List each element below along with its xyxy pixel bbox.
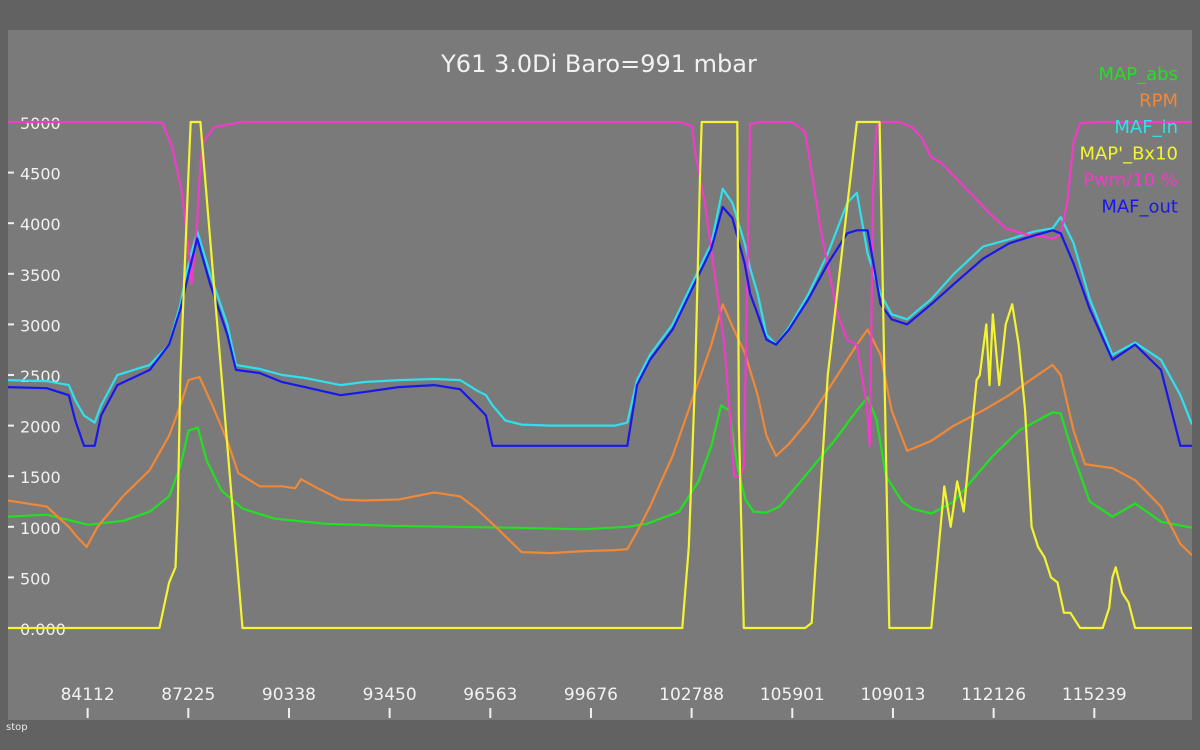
legend-item: MAP'_Bx10 <box>1079 144 1178 165</box>
y-tick-label: 2000 <box>20 418 61 437</box>
y-tick-label: 5000 <box>20 114 61 133</box>
y-tick-label: 0.000 <box>20 620 66 639</box>
x-tick-label: 105901 <box>760 685 825 705</box>
x-tick-label: 84112 <box>61 685 115 705</box>
x-tick-label: 93450 <box>363 685 417 705</box>
status-label: stop <box>6 722 28 733</box>
x-tick-label: 115239 <box>1062 685 1127 705</box>
x-axis: 84112 87225 90338 93450 96563 99676 102788 1059… <box>61 685 1127 718</box>
y-tick-label: 4000 <box>20 215 61 234</box>
x-tick-label: 90338 <box>262 685 316 705</box>
x-tick-label: 87225 <box>161 685 215 705</box>
y-tick-label: 500 <box>20 569 51 588</box>
y-tick-label: 4500 <box>20 165 61 184</box>
y-tick-label: 3000 <box>20 316 61 335</box>
legend-item: MAF_in <box>1114 117 1178 138</box>
x-tick-label: 99676 <box>564 685 618 705</box>
x-tick-label: 96563 <box>463 685 517 705</box>
y-tick-label: 3500 <box>20 266 61 285</box>
x-tick-label: 102788 <box>659 685 724 705</box>
series-line-maf-out <box>8 205 1192 447</box>
legend: MAP_abs RPM MAF_in MAP'_Bx10 Pwm/10 % MAF_out <box>1079 64 1178 218</box>
series-line-map-bx10 <box>8 120 1192 630</box>
x-tick-label: 112126 <box>961 685 1026 705</box>
plot-area: Y61 3.0Di Baro=991 mbar 0.000 500 1000 1500… <box>8 30 1192 720</box>
x-tick-label: 109013 <box>860 685 925 705</box>
series-line-pwm-10 <box>8 120 1192 478</box>
y-tick-label: 1000 <box>20 519 61 538</box>
y-tick-label: 1500 <box>20 468 61 487</box>
legend-item: MAP_abs <box>1098 64 1178 85</box>
series-line-map-abs <box>8 396 1192 531</box>
legend-item: RPM <box>1139 91 1178 112</box>
series-lines <box>8 120 1192 630</box>
legend-item: Pwm/10 % <box>1083 170 1178 191</box>
y-axis: 0.00050010001500200025003000350040004500… <box>8 114 66 639</box>
series-line-rpm <box>8 303 1192 556</box>
legend-item: MAF_out <box>1101 197 1178 218</box>
chart-title: Y61 3.0Di Baro=991 mbar <box>440 50 757 78</box>
chart-canvas: Y61 3.0Di Baro=991 mbar 0.000 500 1000 1500… <box>8 50 1192 718</box>
